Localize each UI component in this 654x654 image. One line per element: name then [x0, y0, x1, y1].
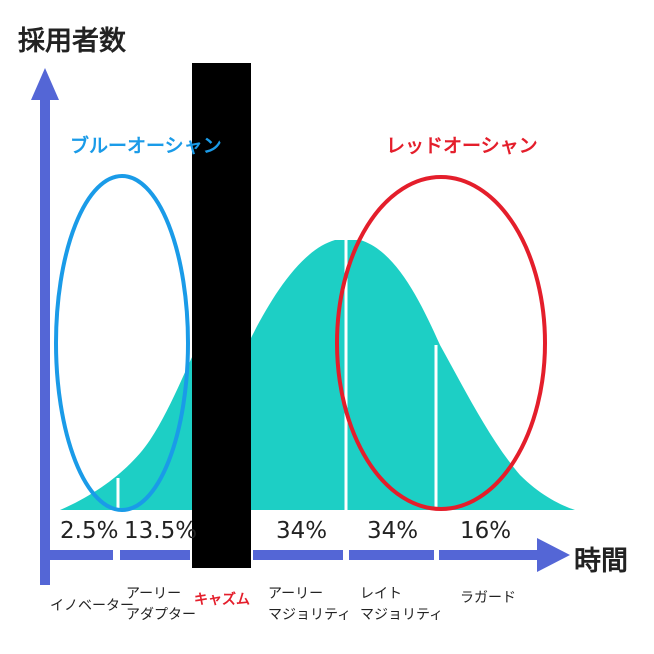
segment-pct: 2.5%	[60, 518, 118, 544]
y-axis-label: 採用者数	[18, 26, 127, 57]
segment-name: イノベーター	[50, 598, 134, 614]
segment-name: レイト	[360, 586, 402, 602]
segment-pct: 13.5%	[124, 518, 197, 544]
segment-pct: 34%	[276, 518, 327, 544]
x-axis	[45, 538, 570, 572]
chasm-bar	[192, 63, 251, 568]
segment-pct: 34%	[367, 518, 418, 544]
segment-name: マジョリティ	[360, 607, 443, 623]
adoption-curve	[60, 240, 575, 510]
blue-ocean-ellipse	[54, 174, 190, 512]
red-ocean-label: レッドオーシャン	[386, 135, 538, 157]
segment-name: アーリー	[126, 586, 181, 602]
chasm-label: キャズム	[194, 591, 250, 608]
blue-ocean-label: ブルーオーシャン	[70, 134, 222, 157]
segment-name: マジョリティ	[268, 607, 351, 623]
segment-name: アーリー	[268, 586, 323, 602]
x-axis-arrowhead	[537, 538, 570, 572]
x-axis-label: 時間	[574, 546, 628, 577]
y-axis-arrowhead	[31, 68, 59, 100]
segment-name: アダプター	[126, 607, 196, 623]
red-ocean-ellipse	[335, 175, 547, 511]
segment-pct: 16%	[460, 518, 511, 544]
segment-name: ラガード	[460, 590, 516, 606]
